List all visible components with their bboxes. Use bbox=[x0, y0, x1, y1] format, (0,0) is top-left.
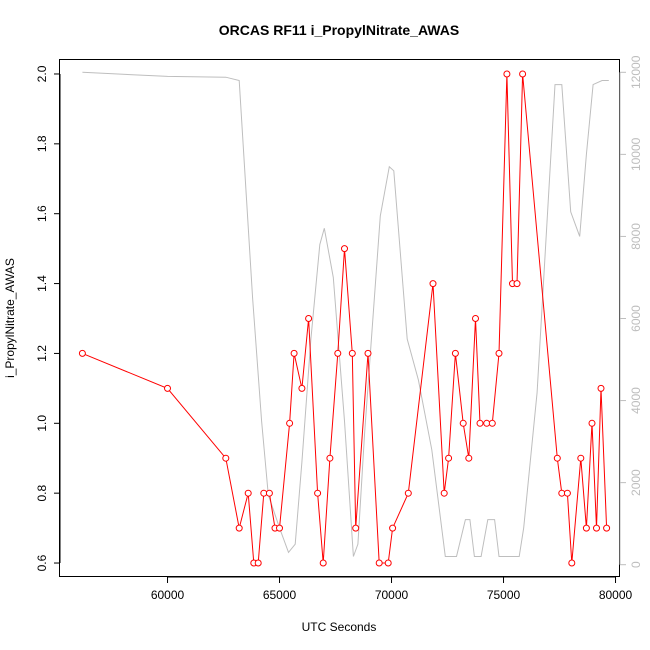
data-point bbox=[558, 489, 566, 497]
y-tick-label: 2.0 bbox=[35, 65, 49, 82]
data-point bbox=[597, 384, 605, 392]
y2-tick-label: 0 bbox=[629, 561, 643, 568]
data-point bbox=[513, 280, 521, 288]
data-point bbox=[577, 454, 585, 462]
data-point bbox=[519, 70, 527, 78]
data-point bbox=[488, 419, 496, 427]
data-point bbox=[603, 524, 611, 532]
y2-tick-label: 8000 bbox=[629, 223, 643, 250]
data-point bbox=[582, 524, 590, 532]
data-point bbox=[235, 524, 243, 532]
data-point bbox=[265, 489, 273, 497]
x-tick-label: 60000 bbox=[151, 588, 185, 602]
y-tick-label: 0.6 bbox=[35, 554, 49, 571]
data-point bbox=[465, 454, 473, 462]
data-point bbox=[276, 524, 283, 532]
data-point bbox=[326, 454, 334, 462]
y-tick-label: 0.8 bbox=[35, 484, 49, 501]
data-point bbox=[164, 384, 171, 392]
y-axis-label: i_PropylNitrate_AWAS bbox=[3, 258, 17, 378]
data-point bbox=[440, 489, 448, 497]
data-point bbox=[314, 489, 322, 497]
data-point bbox=[384, 559, 392, 567]
x-tick-label: 65000 bbox=[263, 588, 297, 602]
data-point bbox=[563, 489, 571, 497]
y-tick-label: 1.8 bbox=[35, 135, 49, 152]
data-point bbox=[286, 419, 294, 427]
data-point bbox=[553, 454, 561, 462]
x-tick-label: 75000 bbox=[487, 588, 521, 602]
left-y-axis: 0.6 0.8 1.0 1.2 1.4 1.6 1.8 2.0 bbox=[35, 65, 61, 571]
data-point bbox=[375, 559, 383, 567]
chart-title: ORCAS RF11 i_PropylNitrate_AWAS bbox=[219, 22, 459, 38]
y-tick-label: 1.4 bbox=[35, 275, 49, 292]
data-point bbox=[352, 524, 360, 532]
secondary-series bbox=[82, 71, 609, 557]
y-tick-label: 1.0 bbox=[35, 415, 49, 432]
y-tick-label: 1.2 bbox=[35, 345, 49, 362]
data-point bbox=[503, 70, 511, 78]
data-point bbox=[244, 489, 252, 497]
data-point bbox=[429, 280, 437, 288]
data-point bbox=[495, 349, 503, 357]
y2-tick-label: 12000 bbox=[629, 55, 643, 89]
x-tick-label: 80000 bbox=[599, 588, 633, 602]
data-point bbox=[568, 559, 576, 567]
data-point bbox=[588, 419, 596, 427]
primary-series-line bbox=[82, 73, 608, 564]
data-point bbox=[404, 489, 412, 497]
data-point bbox=[364, 349, 372, 357]
y2-tick-label: 10000 bbox=[629, 137, 643, 171]
y2-tick-label: 2000 bbox=[629, 469, 643, 496]
secondary-series-line bbox=[82, 71, 609, 557]
data-point bbox=[222, 454, 230, 462]
right-y-axis: 0 2000 4000 6000 8000 10000 12000 bbox=[619, 55, 643, 568]
y2-tick-label: 6000 bbox=[629, 305, 643, 332]
y-tick-label: 1.6 bbox=[35, 205, 49, 222]
x-axis-label: UTC Seconds bbox=[302, 620, 377, 634]
data-point bbox=[459, 419, 467, 427]
data-point bbox=[389, 524, 397, 532]
data-point bbox=[593, 524, 600, 532]
data-point bbox=[319, 559, 327, 567]
data-point bbox=[254, 559, 262, 567]
data-point bbox=[78, 349, 86, 357]
data-point bbox=[341, 245, 348, 253]
data-point bbox=[451, 349, 459, 357]
data-point bbox=[472, 315, 479, 322]
x-axis: 60000 65000 70000 75000 80000 bbox=[151, 576, 633, 602]
data-point bbox=[445, 454, 453, 462]
data-point bbox=[334, 349, 342, 357]
data-point bbox=[305, 315, 313, 322]
data-point bbox=[476, 419, 484, 427]
data-point bbox=[290, 349, 298, 357]
data-point bbox=[348, 349, 356, 357]
plot-frame bbox=[59, 59, 620, 577]
data-point bbox=[298, 384, 306, 392]
x-tick-label: 70000 bbox=[375, 588, 409, 602]
primary-series bbox=[78, 70, 611, 567]
y2-tick-label: 4000 bbox=[629, 387, 643, 414]
